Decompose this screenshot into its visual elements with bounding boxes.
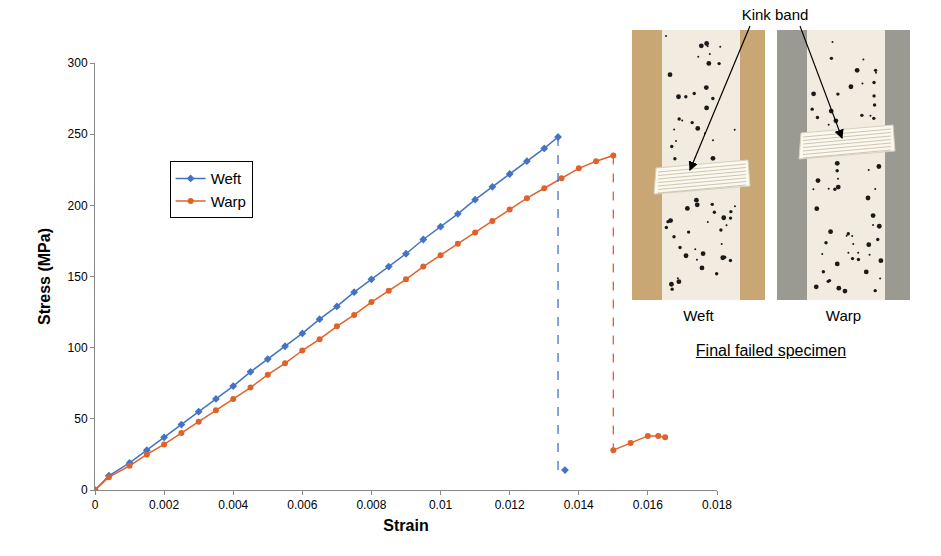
svg-text:0.016: 0.016 [633,498,663,512]
svg-text:200: 200 [68,199,88,213]
svg-text:0: 0 [92,498,99,512]
svg-text:0.004: 0.004 [218,498,248,512]
svg-text:0.008: 0.008 [356,498,386,512]
svg-text:150: 150 [68,270,88,284]
svg-text:0.012: 0.012 [495,498,525,512]
html-text:Warp: Warp [825,307,862,324]
svg-text:0: 0 [81,483,88,497]
svg-text:100: 100 [68,341,88,355]
svg-text:300: 300 [68,56,88,70]
svg-text:50: 50 [74,412,88,426]
svg-text:Stress (MPa): Stress (MPa) [36,228,53,325]
svg-text:0.01: 0.01 [429,498,453,512]
svg-text:250: 250 [68,127,88,141]
svg-text:0.018: 0.018 [702,498,732,512]
svg-text:Warp: Warp [211,193,246,210]
svg-text:0.006: 0.006 [287,498,317,512]
svg-text:0.014: 0.014 [564,498,594,512]
svg-text:0.002: 0.002 [149,498,179,512]
html-text:Kink band: Kink band [741,6,809,23]
svg-text:Weft: Weft [211,170,242,187]
html-text:Weft: Weft [683,307,714,324]
svg-text:Strain: Strain [383,517,428,534]
html-text:Final failed specimen: Final failed specimen [695,342,847,359]
